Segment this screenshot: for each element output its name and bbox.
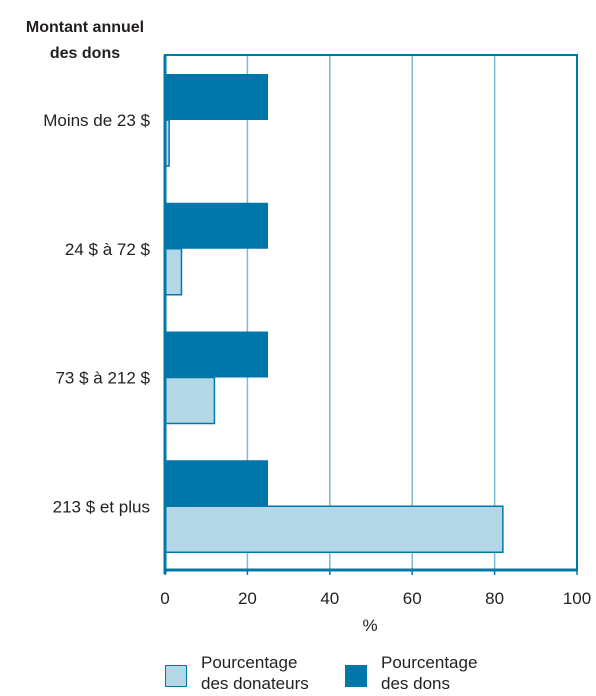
bar-donateurs-2 (164, 248, 183, 296)
grid-layer (246, 55, 496, 570)
bar-dons-3 (165, 331, 268, 378)
x-tick-label-60: 60 (403, 589, 422, 608)
x-tick-label-40: 40 (320, 589, 339, 608)
legend-swatch-donateurs (165, 665, 187, 687)
legend: Pourcentage des donateurs Pourcentage de… (165, 652, 585, 696)
legend-item-donateurs: Pourcentage des donateurs (165, 652, 365, 696)
bar-donateurs-4 (164, 505, 504, 553)
category-label-3: 73 $ à 212 $ (55, 369, 150, 388)
legend-label-dons: Pourcentage des dons (381, 653, 478, 693)
category-label-2: 24 $ à 72 $ (65, 240, 151, 259)
bars-layer (164, 74, 504, 553)
category-label-4: 213 $ et plus (53, 497, 150, 516)
legend-item-dons: Pourcentage des dons (345, 652, 545, 696)
legend-swatch-dons (345, 665, 367, 687)
category-label-1: Moins de 23 $ (43, 111, 150, 130)
bar-dons-2 (165, 202, 268, 249)
axis-layer (163, 54, 578, 575)
chart: Montant annuel des dons % Moins de 23 $ 2… (26, 19, 591, 635)
x-axis-title: % (362, 616, 377, 635)
x-tick-label-20: 20 (238, 589, 257, 608)
y-axis-title-line-1: Montant annuel (26, 19, 144, 36)
y-axis-title-line-2: des dons (50, 45, 120, 62)
bar-dons-4 (165, 460, 268, 507)
bar-donateurs-3 (164, 376, 216, 425)
bar-dons-1 (165, 74, 268, 120)
x-tick-label-100: 100 (563, 589, 591, 608)
x-tick-label-80: 80 (485, 589, 504, 608)
legend-label-donateurs: Pourcentage des donateurs (201, 653, 309, 693)
x-tick-label-0: 0 (160, 589, 169, 608)
